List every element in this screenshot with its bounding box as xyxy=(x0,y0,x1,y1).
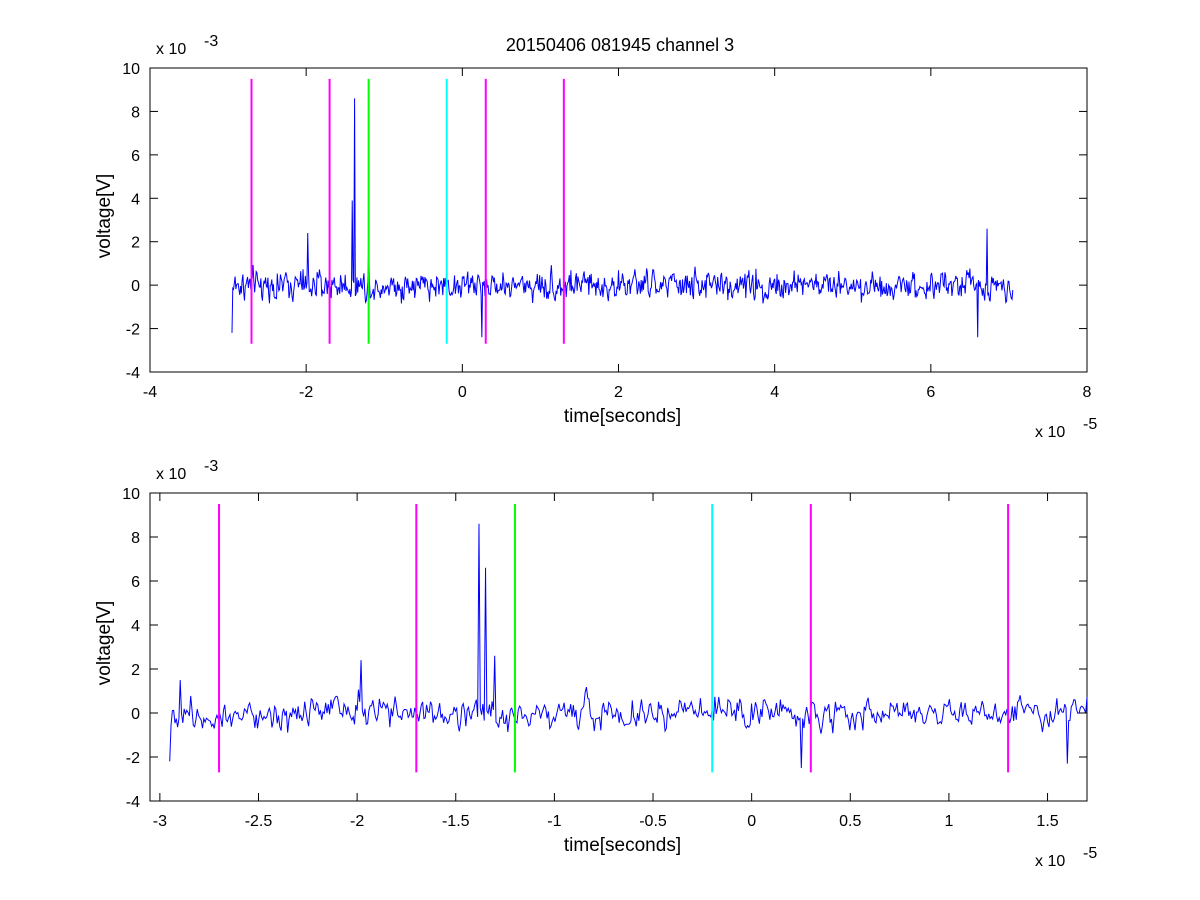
x-tick-label: 4 xyxy=(770,384,779,401)
y-axis-label: voltage[V] xyxy=(94,601,115,686)
x-tick-label: 2 xyxy=(614,384,623,401)
y-tick-label: 2 xyxy=(131,662,140,679)
y-multiplier-exponent: -3 xyxy=(204,458,218,475)
x-tick-label: 0.5 xyxy=(839,813,861,830)
y-tick-label: 10 xyxy=(122,61,140,78)
y-tick-label: 4 xyxy=(131,191,140,208)
x-tick-label: -4 xyxy=(143,384,157,401)
y-tick-label: 8 xyxy=(131,104,140,121)
chart-title: 20150406 081945 channel 3 xyxy=(506,35,734,55)
y-multiplier: x 10 xyxy=(156,41,186,58)
y-tick-label: -2 xyxy=(126,750,140,767)
bottom-plot: -3 -2.5 -2 -1.5 -1 -0.5 0 0.5 1 1.5 -4 -2 0 2 4 6 8 10 tim… xyxy=(94,458,1097,870)
y-tick-label: -2 xyxy=(126,322,140,339)
x-tick-label: -2 xyxy=(350,813,364,830)
y-tick-label: 6 xyxy=(131,148,140,165)
axes-box xyxy=(149,492,1088,802)
x-tick-label: 8 xyxy=(1083,384,1092,401)
x-multiplier-exponent: -5 xyxy=(1083,416,1097,433)
x-tick-label: -3 xyxy=(153,813,167,830)
y-tick-label: 0 xyxy=(131,278,140,295)
y-tick-label: 0 xyxy=(131,706,140,723)
y-tick-label: 10 xyxy=(122,486,140,503)
signal-trace xyxy=(169,523,1088,769)
x-tick-label: 6 xyxy=(926,384,935,401)
x-tick-label: -2.5 xyxy=(245,813,273,830)
x-axis-label: time[seconds] xyxy=(564,835,681,856)
x-axis-label: time[seconds] xyxy=(564,406,681,427)
y-multiplier-exponent: -3 xyxy=(204,33,218,50)
x-tick-label: -2 xyxy=(299,384,313,401)
y-tick-label: 2 xyxy=(131,235,140,252)
y-tick-label: -4 xyxy=(126,794,140,811)
x-tick-label: -1.5 xyxy=(442,813,470,830)
top-plot: -4 -2 0 2 4 6 8 -4 -2 0 2 4 6 8 10 time[seconds] voltage… xyxy=(94,33,1097,441)
x-tick-label: 1.5 xyxy=(1036,813,1058,830)
y-tick-label: 4 xyxy=(131,618,140,635)
x-tick-label: 0 xyxy=(458,384,467,401)
x-multiplier: x 10 xyxy=(1035,853,1065,870)
y-tick-label: 6 xyxy=(131,574,140,591)
y-axis-label: voltage[V] xyxy=(94,174,115,259)
x-tick-label: -1 xyxy=(547,813,561,830)
x-multiplier-exponent: -5 xyxy=(1083,845,1097,862)
x-multiplier: x 10 xyxy=(1035,424,1065,441)
x-tick-label: 0 xyxy=(747,813,756,830)
x-tick-label: 1 xyxy=(944,813,953,830)
y-multiplier: x 10 xyxy=(156,466,186,483)
y-tick-label: -4 xyxy=(126,365,140,382)
x-tick-label: -0.5 xyxy=(639,813,667,830)
signal-trace xyxy=(231,98,1014,338)
y-tick-label: 8 xyxy=(131,530,140,547)
